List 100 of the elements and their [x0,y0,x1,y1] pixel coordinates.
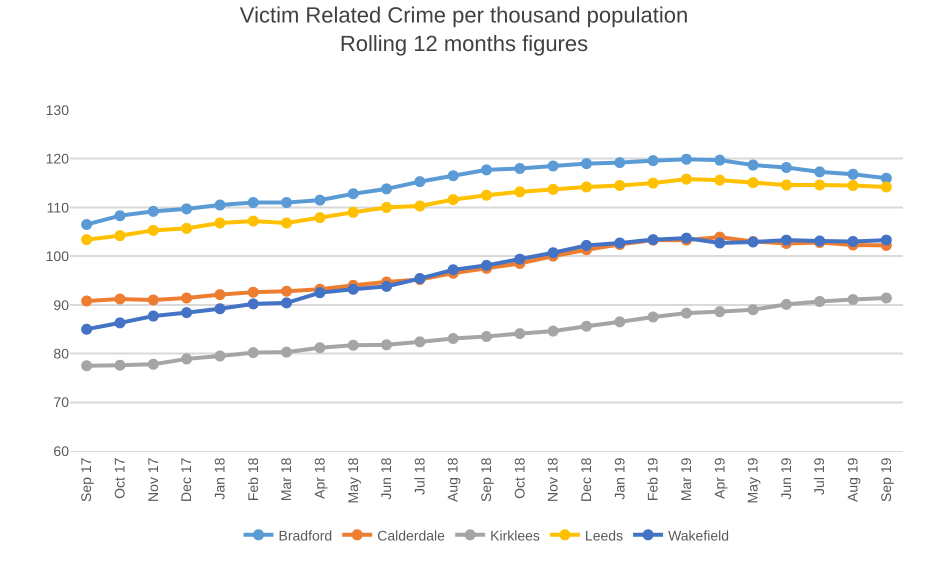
point [248,216,259,227]
y-tick-label: 110 [46,199,70,216]
x-tick-label: Apr 18 [311,457,328,499]
x-tick-label: Mar 18 [278,457,294,502]
point [481,164,492,176]
point [248,347,259,358]
point [214,218,226,229]
point [348,188,359,200]
point [148,310,159,322]
point [680,174,692,185]
point [414,200,426,212]
x-tick-label: May 19 [744,457,761,504]
point [381,280,392,292]
x-tick-label: Jul 19 [811,457,828,495]
x-tick-label: Nov 18 [544,457,561,502]
x-tick-label: Nov 17 [144,457,161,502]
y-tick-label: 70 [53,394,70,410]
x-tick-label: Dec 18 [578,457,594,502]
point [248,286,259,298]
point [714,154,726,166]
point [314,212,326,224]
point [648,312,659,323]
point [114,230,126,242]
point [481,260,492,271]
x-tick-label: Jul 18 [411,457,428,495]
x-tick-label: Aug 18 [444,457,461,502]
point [414,336,426,348]
point [814,166,826,178]
point [81,234,92,246]
point [81,218,92,230]
point [114,294,126,305]
point [580,240,592,251]
point [481,331,492,342]
x-tick-label: Oct 17 [112,457,128,499]
legend-label: Wakefield [668,527,730,544]
x-tick-label: Oct 18 [511,457,528,499]
point [780,234,792,246]
point [548,326,559,337]
legend-label: Bradford [278,527,332,544]
point [448,332,459,344]
point [181,307,192,318]
x-tick-label: Feb 18 [244,457,261,502]
point [448,194,459,206]
point [680,308,692,319]
x-tick-label: Sep 18 [478,457,494,502]
y-tick-label: 80 [53,345,70,362]
point [848,180,859,192]
point [614,180,626,192]
point [314,342,326,354]
point [448,264,459,276]
point [214,303,226,314]
point [680,154,692,165]
point [214,350,226,362]
x-tick-label: Sep 17 [78,457,94,502]
x-tick-label: Sep 19 [878,457,894,502]
x-tick-label: Dec 17 [178,457,194,502]
point [748,160,759,171]
y-tick-label: 60 [53,442,70,459]
point [481,190,492,201]
point [281,218,292,229]
point [448,170,459,182]
x-tick-label: May 18 [344,457,361,504]
point [780,162,792,173]
x-tick-label: Jan 19 [611,457,628,500]
point [514,186,526,198]
point [614,157,626,168]
point [614,316,626,328]
point [714,306,726,318]
x-tick-label: Jan 18 [211,457,228,500]
point [148,358,159,370]
point [214,289,226,300]
point [580,181,592,192]
y-tick-label: 90 [53,296,70,313]
point [381,183,392,194]
point [114,317,126,328]
point [880,181,892,192]
point [181,292,192,304]
point [348,284,359,295]
point [514,162,526,174]
point [348,206,359,218]
point [181,353,192,364]
point [580,158,592,170]
point [814,296,826,307]
x-tick-label: Jun 18 [378,457,394,500]
point [780,180,792,191]
point [714,237,726,248]
point [81,360,92,372]
point [181,222,192,234]
point [148,206,159,217]
point [780,298,792,310]
point [281,286,292,297]
point [314,287,326,298]
point [114,360,126,371]
point [748,177,759,188]
y-tick-label: 130 [46,102,70,118]
point [848,294,859,305]
point [414,176,426,188]
point [314,194,326,206]
x-tick-label: Mar 19 [678,457,694,502]
point [381,339,392,350]
